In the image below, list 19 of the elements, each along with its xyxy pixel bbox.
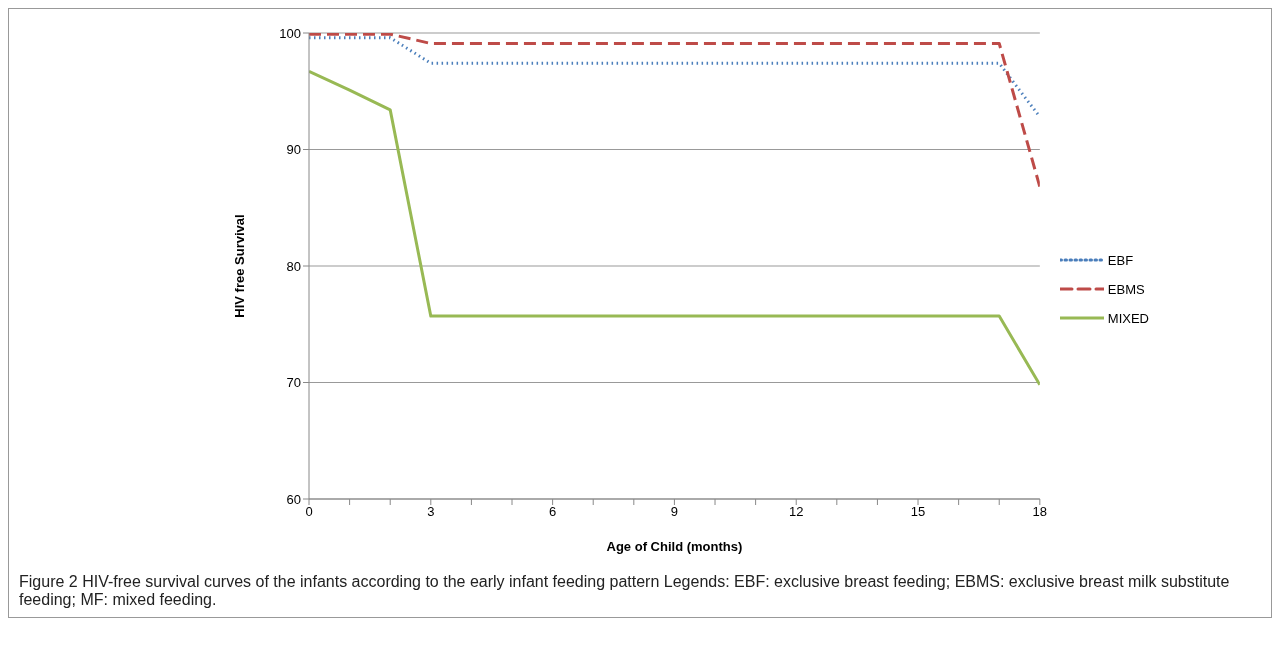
x-tick-label: 15	[910, 504, 926, 520]
x-tick-label: 6	[548, 504, 557, 520]
x-axis-title: Age of Child (months)	[606, 539, 743, 554]
line-series	[309, 69, 1040, 387]
y-tick-label: 70	[286, 375, 301, 391]
y-axis-title: HIV free Survival	[231, 214, 247, 318]
y-tick-label: 100	[279, 25, 301, 41]
x-tick-label: 3	[427, 504, 435, 520]
x-tick-label: 0	[305, 504, 313, 520]
legend-label: EBF	[1107, 252, 1134, 268]
x-tick-label: 18	[1032, 504, 1048, 520]
y-tick-label: 80	[286, 258, 301, 274]
x-tick-label: 12	[788, 504, 804, 520]
y-tick-label: 60	[286, 491, 301, 507]
caption: Figure 2 HIV-free survival curves of the infants according to the early infant feeding pattern Legends: EBF: exclusive breast feeding; EBMS: exclusive breast milk substitute feeding; MF: mixed feeding.	[18, 572, 1231, 610]
x-tick-label: 9	[670, 504, 679, 520]
legend-label: MIXED	[1107, 310, 1149, 326]
legend-label: EBMS	[1107, 281, 1145, 297]
y-tick-label: 90	[286, 142, 301, 158]
